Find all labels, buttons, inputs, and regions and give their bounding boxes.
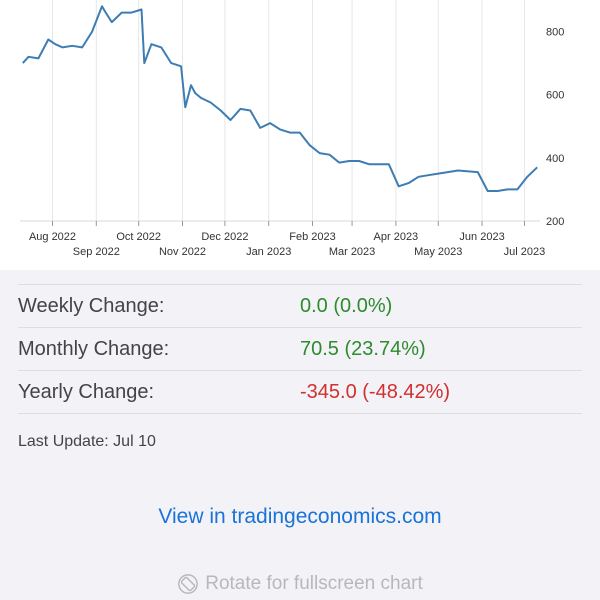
x-tick-label: Jul 2023: [504, 246, 546, 258]
chart-area[interactable]: Aug 2022 Oct 2022 Dec 2022 Feb 2023 Apr 2023…: [0, 0, 600, 270]
x-tick-label: Aug 2022: [29, 231, 76, 243]
monthly-change-row: Monthly Change: 70.5 (23.74%): [18, 328, 582, 371]
yearly-change-value: -345.0 (-48.42%): [300, 380, 451, 403]
x-tick-label: Oct 2022: [116, 231, 161, 243]
x-tick-label: Nov 2022: [159, 246, 206, 258]
yearly-change-label: Yearly Change:: [18, 380, 155, 403]
x-tick-label: Jan 2023: [246, 246, 291, 258]
weekly-change-row: Weekly Change: 0.0 (0.0%): [18, 285, 582, 328]
monthly-change-value: 70.5 (23.74%): [300, 337, 426, 360]
y-tick-label: 200: [546, 216, 564, 228]
weekly-change-value: 0.0 (0.0%): [300, 294, 393, 317]
yearly-change-row: Yearly Change: -345.0 (-48.42%): [18, 371, 582, 414]
x-tick-label: May 2023: [414, 246, 462, 258]
stats-table: Weekly Change: 0.0 (0.0%) Monthly Change…: [18, 284, 582, 414]
x-tick-label: Mar 2023: [329, 246, 375, 258]
y-tick-label: 400: [546, 153, 564, 165]
monthly-change-label: Monthly Change:: [18, 337, 170, 360]
price-chart[interactable]: Aug 2022 Oct 2022 Dec 2022 Feb 2023 Apr 2023…: [0, 0, 600, 270]
x-tick-label: Dec 2022: [201, 231, 248, 243]
rotate-hint: Rotate for fullscreen chart: [0, 573, 600, 595]
y-tick-label: 800: [546, 27, 564, 39]
view-in-tradingeconomics-link[interactable]: View in tradingeconomics.com: [158, 505, 442, 528]
x-tick-label: Apr 2023: [374, 231, 419, 243]
price-series-line: [22, 5, 538, 192]
x-tick-label: Jun 2023: [459, 231, 504, 243]
rotate-hint-label: Rotate for fullscreen chart: [205, 573, 423, 594]
rotate-phone-icon: [178, 574, 199, 594]
x-tick-label: Sep 2022: [73, 246, 120, 258]
y-tick-label: 600: [546, 90, 564, 102]
x-tick-label: Feb 2023: [289, 231, 335, 243]
weekly-change-label: Weekly Change:: [18, 294, 165, 317]
last-update-text: Last Update: Jul 10: [18, 433, 156, 450]
